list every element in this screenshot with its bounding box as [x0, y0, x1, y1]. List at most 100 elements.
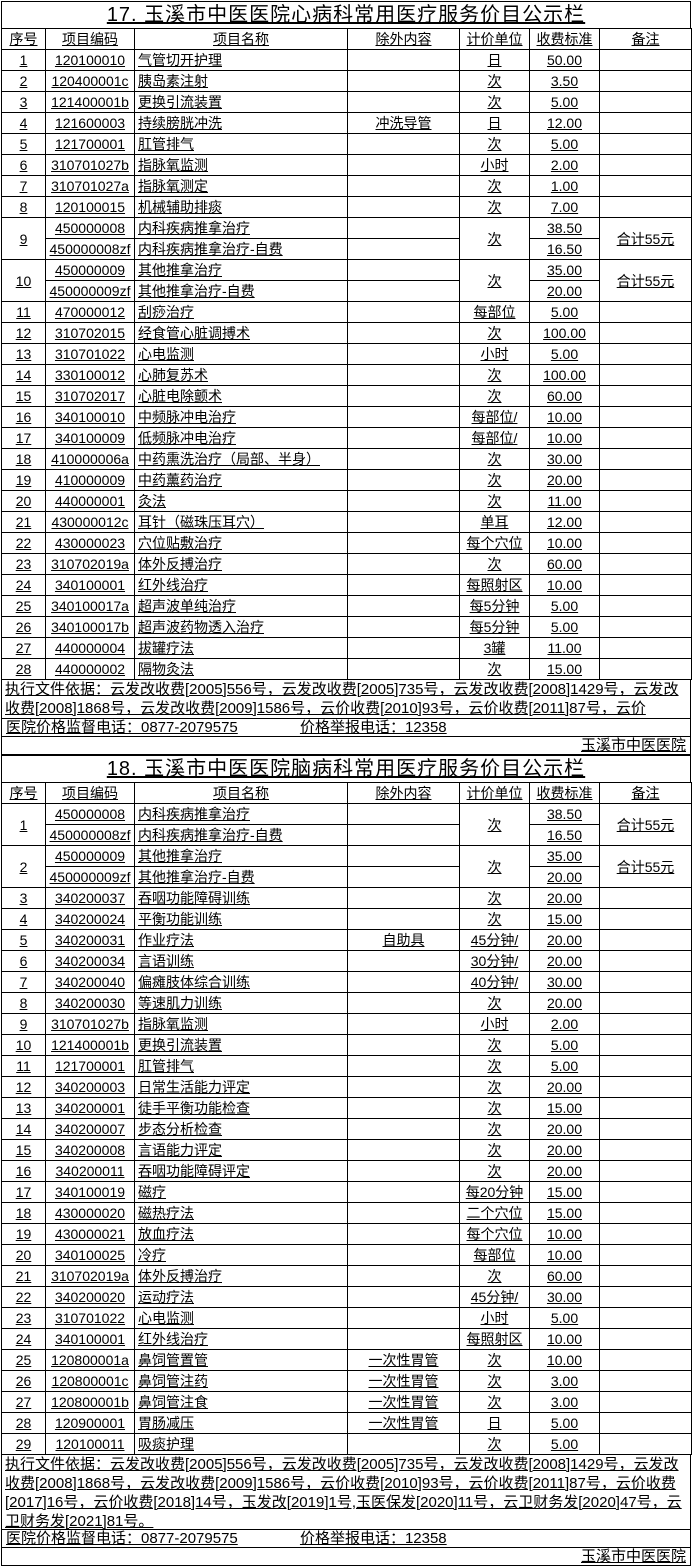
- exclude-cell: [347, 1307, 460, 1329]
- table-row: 25 120800001a 鼻饲管置管 一次性胃管次 10.00: [1, 1349, 692, 1371]
- exclude-cell: [347, 511, 460, 533]
- name-cell: 体外反搏治疗: [134, 1265, 348, 1287]
- note-cell: 合计55元: [599, 217, 692, 260]
- name-cell: 偏瘫肢体综合训练: [134, 971, 348, 993]
- seq-cell: 12: [1, 322, 46, 344]
- table-row: 8 120100015 机械辅助排痰 次 7.00: [1, 196, 692, 218]
- name-cell: 心脏电除颤术: [134, 385, 348, 407]
- exclude-cell: [347, 1244, 460, 1266]
- note-cell: [599, 448, 692, 470]
- code-cell: 310701027b: [45, 1013, 135, 1035]
- unit-cell: 次: [459, 469, 530, 491]
- exclude-cell: 一次性胃管: [347, 1412, 460, 1434]
- price-cell: 20.00: [529, 1160, 600, 1182]
- price-cell: 60.00: [529, 1265, 600, 1287]
- price-cell: 5.00: [529, 1055, 600, 1077]
- exclude-cell: [347, 1328, 460, 1350]
- unit-cell: 每照射区: [459, 1328, 530, 1350]
- name-cell: 胰岛素注射: [134, 70, 348, 92]
- unit-cell: 小时: [459, 1307, 530, 1329]
- note-cell: [599, 1118, 692, 1140]
- note-cell: [599, 112, 692, 134]
- table-1-title: 17. 玉溪市中医医院心病科常用医疗服务价目公示栏: [1, 1, 691, 29]
- note-cell: [599, 1034, 692, 1056]
- exclude-cell: [347, 280, 460, 302]
- name-cell: 经食管心脏调搏术: [134, 322, 348, 344]
- table-row: 29 120100011 吸痰护理 次 5.00: [1, 1433, 692, 1455]
- name-cell: 更换引流装置: [134, 1034, 348, 1056]
- hospital-name: 玉溪市中医医院: [1, 1547, 691, 1566]
- price-cell: 30.00: [529, 448, 600, 470]
- seq-cell: 22: [1, 1286, 46, 1308]
- code-cell: 310702015: [45, 322, 135, 344]
- code-cell: 340200007: [45, 1118, 135, 1140]
- exclude-cell: [347, 322, 460, 344]
- unit-cell: 日: [459, 49, 530, 71]
- code-cell: 120800001b: [45, 1391, 135, 1413]
- seq-cell: 6: [1, 950, 46, 972]
- seq-cell: 13: [1, 1097, 46, 1119]
- code-cell: 340100019: [45, 1181, 135, 1203]
- exclude-cell: [347, 259, 460, 281]
- price-cell: 5.00: [529, 595, 600, 617]
- name-cell: 吞咽功能障碍训练: [134, 887, 348, 909]
- price-cell: 3.50: [529, 70, 600, 92]
- price-cell: 20.00: [529, 1118, 600, 1140]
- seq-cell: 9: [1, 217, 46, 260]
- unit-cell: 二个穴位: [459, 1202, 530, 1224]
- exclude-cell: [347, 1181, 460, 1203]
- unit-cell: 次: [459, 553, 530, 575]
- price-cell: 10.00: [529, 406, 600, 428]
- note-cell: [599, 322, 692, 344]
- unit-cell: 次: [459, 385, 530, 407]
- name-cell: 其他推拿治疗: [134, 845, 348, 867]
- name-cell: 隔物灸法: [134, 658, 348, 680]
- exclude-cell: [347, 1160, 460, 1182]
- exclude-cell: [347, 595, 460, 617]
- note-cell: [599, 532, 692, 554]
- seq-cell: 5: [1, 133, 46, 155]
- exclude-cell: [347, 385, 460, 407]
- price-cell: 16.50: [529, 238, 600, 260]
- table-2-policy-basis: 执行文件依据：云发改收费[2005]556号，云发改收费[2005]735号，云…: [1, 1454, 691, 1530]
- exclude-cell: [347, 950, 460, 972]
- seq-cell: 10: [1, 1034, 46, 1056]
- price-cell: 10.00: [529, 1244, 600, 1266]
- unit-cell: 次: [459, 322, 530, 344]
- name-cell: 穴位贴敷治疗: [134, 532, 348, 554]
- unit-cell: 次: [459, 1118, 530, 1140]
- name-cell: 其他推拿治疗-自费: [134, 280, 348, 302]
- exclude-cell: [347, 1076, 460, 1098]
- note-cell: [599, 406, 692, 428]
- exclude-cell: [347, 427, 460, 449]
- price-cell: 20.00: [529, 950, 600, 972]
- code-cell: 340200030: [45, 992, 135, 1014]
- unit-cell: 每个穴位: [459, 1223, 530, 1245]
- name-cell: 灸法: [134, 490, 348, 512]
- seq-cell: 28: [1, 658, 46, 680]
- price-cell: 30.00: [529, 1286, 600, 1308]
- table-row: 19 410000009 中药薰药治疗 次 20.00: [1, 469, 692, 491]
- name-cell: 吞咽功能障碍评定: [134, 1160, 348, 1182]
- column-header: 项目名称: [134, 28, 348, 50]
- seq-cell: 18: [1, 448, 46, 470]
- note-cell: [599, 1328, 692, 1350]
- seq-cell: 9: [1, 1013, 46, 1035]
- exclude-cell: [347, 175, 460, 197]
- code-cell: 310702017: [45, 385, 135, 407]
- price-cell: 5.00: [529, 133, 600, 155]
- price-cell: 100.00: [529, 322, 600, 344]
- table-row: 11 470000012 刮痧治疗 每部位 5.00: [1, 301, 692, 323]
- price-cell: 5.00: [529, 1034, 600, 1056]
- seq-cell: 11: [1, 301, 46, 323]
- name-cell: 指脉氧监测: [134, 1013, 348, 1035]
- table-row: 23 310702019a 体外反搏治疗 次 60.00: [1, 553, 692, 575]
- price-cell: 5.00: [529, 1433, 600, 1455]
- unit-cell: 次: [459, 845, 530, 888]
- unit-cell: 每部位: [459, 1244, 530, 1266]
- price-cell: 20.00: [529, 929, 600, 951]
- code-cell: 121400001b: [45, 91, 135, 113]
- exclude-cell: [347, 1097, 460, 1119]
- price-cell: 11.00: [529, 490, 600, 512]
- seq-cell: 25: [1, 595, 46, 617]
